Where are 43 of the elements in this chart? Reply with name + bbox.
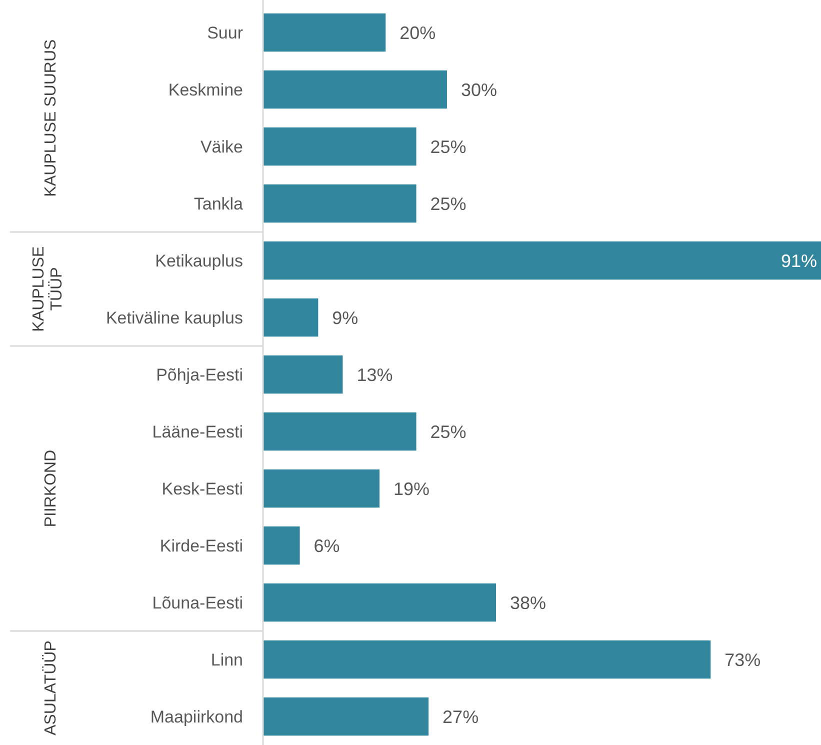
bar (263, 412, 416, 451)
y-tick-label: Kesk-Eesti (162, 479, 243, 498)
bar (263, 70, 447, 109)
y-tick-label: Maapiirkond (150, 707, 243, 726)
data-label: 25% (430, 194, 466, 214)
bar (263, 697, 429, 736)
bar (263, 184, 416, 223)
bar (263, 640, 711, 679)
text: KAUPLUSE SUURUS (42, 39, 60, 197)
y-tick-label: Põhja-Eesti (156, 365, 243, 384)
y-tick-label: Ketikauplus (155, 251, 243, 270)
text: KAUPLUSE TÜÜP (30, 246, 66, 332)
text: PIIRKOND (42, 450, 60, 528)
data-label: 25% (430, 136, 466, 157)
y-tick-label: Tankla (194, 194, 244, 214)
bar (263, 127, 416, 166)
bar (263, 13, 386, 52)
data-label: 27% (442, 706, 479, 727)
data-label: 6% (314, 536, 340, 556)
bar (263, 298, 318, 337)
bar (263, 583, 496, 622)
y-tick-label: Lõuna-Eesti (152, 593, 243, 612)
data-label: 13% (356, 364, 393, 385)
y-tick-label: Lääne-Eesti (152, 422, 243, 442)
text: ASULATÜÜP (42, 640, 60, 736)
y-tick-label: Kirde-Eesti (160, 536, 243, 556)
bar (263, 241, 821, 280)
y-tick-label: Väike (200, 137, 243, 156)
y-tick-label: Ketiväline kauplus (106, 308, 243, 328)
data-label: 25% (430, 422, 466, 442)
y-tick-label: Linn (210, 650, 243, 670)
data-label: 30% (460, 80, 497, 100)
bar (263, 526, 300, 565)
bar (263, 469, 380, 508)
data-label: 20% (400, 22, 436, 43)
y-tick-label: Keskmine (168, 80, 243, 100)
y-tick-label: Suur (207, 23, 244, 42)
data-label: 73% (724, 650, 761, 670)
bar (263, 355, 343, 394)
data-label: 38% (510, 592, 546, 613)
data-label: 9% (332, 308, 358, 328)
data-label: 19% (394, 478, 430, 499)
data-label: 91% (780, 250, 817, 271)
